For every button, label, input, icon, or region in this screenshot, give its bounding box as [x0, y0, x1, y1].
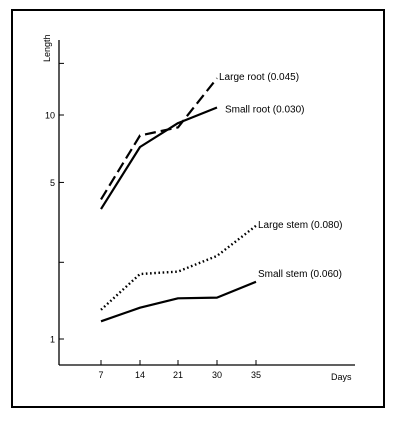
x-tick-label: 35 — [251, 370, 261, 380]
series-label-0: Large root (0.045) — [219, 72, 299, 83]
axes — [58, 40, 355, 366]
series-line-0 — [100, 77, 218, 200]
y-axis-title: Length — [42, 34, 52, 62]
x-tick-label: 21 — [173, 370, 183, 380]
labels: Large root (0.045) Small root (0.030) Larg… — [42, 34, 352, 382]
x-tick-label: 7 — [98, 370, 103, 380]
series-label-1: Small root (0.030) — [225, 105, 304, 116]
x-tick-label: 30 — [212, 370, 222, 380]
x-tick-label: 14 — [135, 370, 145, 380]
x-axis-title: Days — [331, 372, 352, 382]
y-tick-label: 1 — [50, 335, 55, 345]
series-label-3: Small stem (0.060) — [258, 269, 342, 280]
y-tick-label: 10 — [45, 111, 55, 121]
series-label-2: Large stem (0.080) — [258, 220, 343, 231]
series-line-3 — [100, 280, 257, 323]
series-lines — [100, 77, 257, 323]
y-tick-label: 5 — [50, 178, 55, 188]
ticks: 7 14 21 30 35 1 5 10 — [45, 62, 261, 380]
series-line-1 — [100, 106, 218, 210]
chart-frame — [11, 9, 385, 408]
